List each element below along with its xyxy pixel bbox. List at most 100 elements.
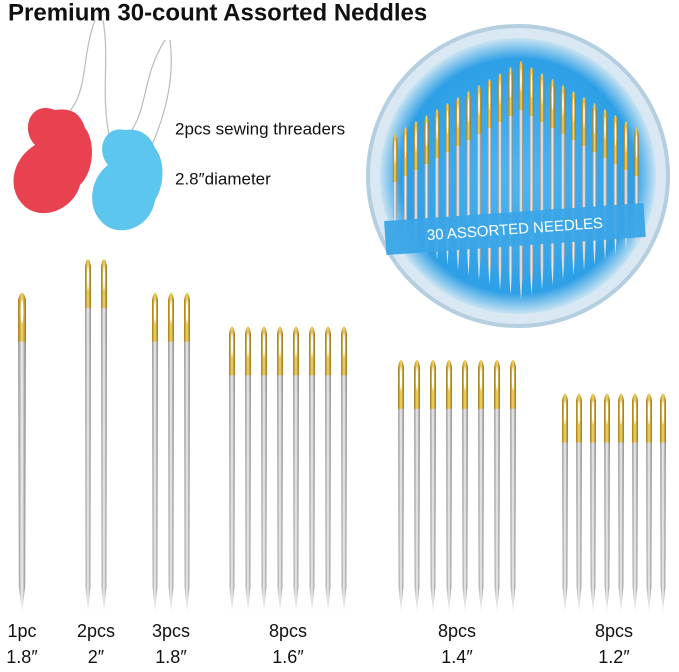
eye-hole (246, 333, 250, 358)
case-banner (384, 202, 646, 256)
eye-hole (478, 92, 480, 116)
needle-shaft (604, 402, 610, 612)
eye-hole (467, 98, 470, 122)
needle-shaft (152, 301, 158, 612)
eye-hole (20, 299, 24, 324)
eye-hole (604, 116, 606, 140)
needle-shaft (632, 402, 638, 612)
needle-groups: 1pc 1.8″ 2pcs 2″ 3pcs 1.8″ 8pcs 1.6″ 8pcs 1.4″ 8pc… (6, 259, 666, 667)
group-length: 1.8″ (6, 647, 38, 667)
red-threader (13, 108, 92, 214)
needle-shaft (478, 368, 484, 612)
eye-hole (488, 86, 491, 110)
needle-shaft (341, 335, 347, 612)
group-count: 8pcs (595, 621, 633, 641)
needle-shaft (101, 268, 107, 612)
needle-shaft (576, 402, 582, 612)
needle-shaft (229, 335, 235, 612)
needle-shaft (430, 368, 436, 612)
eye-hole (591, 400, 595, 425)
eye-hole (509, 74, 512, 98)
group-count: 8pcs (269, 621, 307, 641)
eye-hole (262, 333, 266, 358)
eye-hole (310, 333, 314, 358)
needle-shaft (590, 402, 596, 612)
eye-hole (583, 104, 585, 128)
eye-hole (633, 400, 637, 425)
eye-hole (399, 366, 403, 391)
group-count: 2pcs (77, 621, 115, 641)
needle-shaft (646, 402, 652, 612)
eye-hole (563, 400, 567, 425)
needle-shaft (325, 335, 331, 612)
needle-shaft (293, 335, 299, 612)
eye-hole (404, 134, 407, 158)
eye-hole (415, 366, 419, 391)
eye-hole (86, 266, 90, 290)
eye-hole (499, 80, 501, 104)
group-count: 1pc (7, 621, 36, 641)
eye-hole (457, 104, 459, 128)
eye-hole (169, 299, 173, 324)
eye-hole (647, 400, 651, 425)
eye-hole (446, 110, 449, 134)
group-count: 3pcs (152, 621, 190, 641)
diameter-label: 2.8″diameter (175, 169, 271, 188)
group-length: 2″ (88, 647, 105, 667)
eye-hole (394, 140, 396, 164)
needle-shaft (660, 402, 666, 612)
eye-hole (278, 333, 282, 358)
eye-hole (593, 110, 596, 134)
eye-hole (511, 366, 515, 391)
blue-threader (92, 129, 163, 231)
needle-shaft (414, 368, 420, 612)
eye-hole (479, 366, 483, 391)
eye-hole (342, 333, 346, 358)
eye-hole (605, 400, 609, 425)
needle-shaft (245, 335, 251, 612)
eye-hole (495, 366, 499, 391)
needle-shaft (446, 368, 452, 612)
eye-hole (431, 366, 435, 391)
eye-hole (551, 86, 554, 110)
needle-shaft (462, 368, 468, 612)
eye-hole (614, 122, 617, 146)
eye-hole (562, 92, 564, 116)
threader-label: 2pcs sewing threaders (175, 119, 345, 138)
eye-hole (661, 400, 665, 425)
eye-hole (447, 366, 451, 391)
eye-hole (294, 333, 298, 358)
needle-shaft (398, 368, 404, 612)
eye-hole (102, 266, 106, 290)
eye-hole (530, 74, 533, 98)
eye-hole (625, 128, 627, 152)
eye-hole (541, 80, 543, 104)
eye-hole (577, 400, 581, 425)
needle-shaft (85, 268, 91, 612)
eye-hole (619, 400, 623, 425)
eye-hole (326, 333, 330, 358)
needle-shaft (562, 402, 568, 612)
group-length: 1.6″ (272, 647, 304, 667)
needle-shaft (184, 301, 190, 612)
needle-shaft (309, 335, 315, 612)
eye-hole (463, 366, 467, 391)
eye-hole (153, 299, 157, 324)
eye-hole (185, 299, 189, 324)
group-length: 1.4″ (441, 647, 473, 667)
eye-hole (230, 333, 234, 358)
eye-hole (436, 116, 438, 140)
group-length: 1.2″ (598, 647, 630, 667)
needle-shaft (18, 301, 26, 612)
needle-shaft (510, 368, 516, 612)
needle-shaft (277, 335, 283, 612)
title: Premium 30-count Assorted Neddles (8, 0, 427, 26)
eye-hole (635, 134, 638, 158)
needle-shaft (168, 301, 174, 612)
eye-hole (425, 122, 428, 146)
needle-shaft (261, 335, 267, 612)
group-length: 1.8″ (155, 647, 187, 667)
needle-shaft (618, 402, 624, 612)
eye-hole (415, 128, 417, 152)
